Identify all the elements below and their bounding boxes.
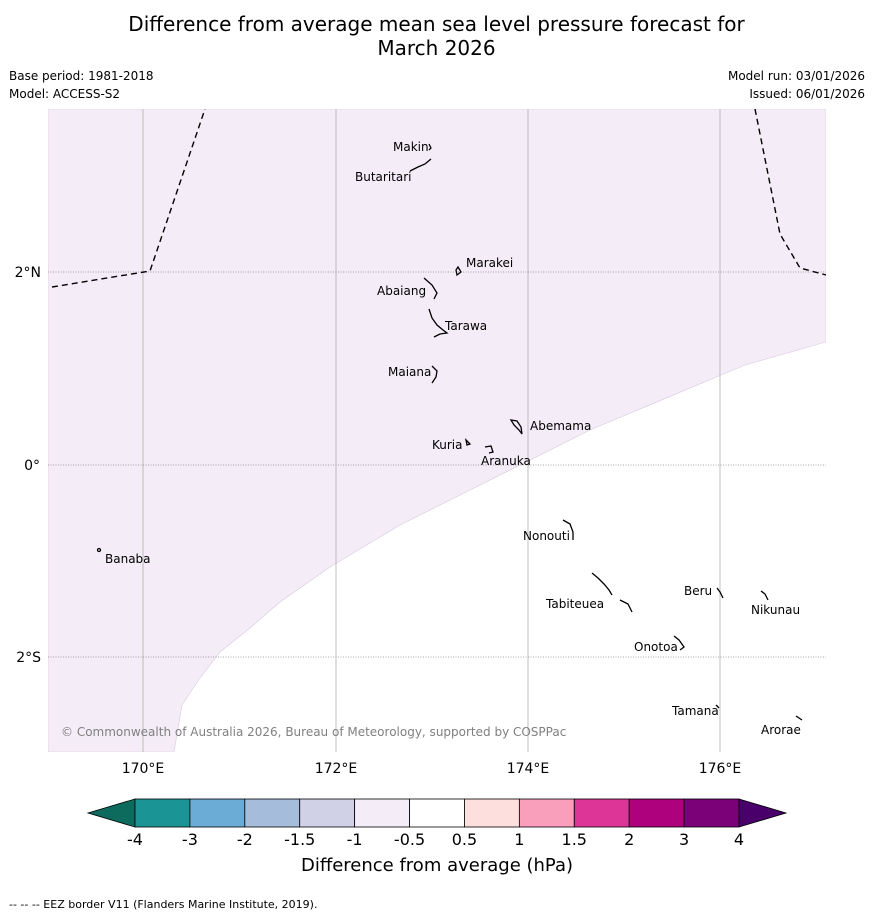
nikunau-outline xyxy=(760,590,769,601)
colorbar-tick-4: -1 xyxy=(347,830,363,849)
label-abemama: Abemama xyxy=(530,419,591,433)
label-nonouti: Nonouti xyxy=(523,529,570,543)
eez-legend-note: -- -- -- EEZ border V11 (Flanders Marine… xyxy=(9,898,318,911)
colorbar-tick-9: 2 xyxy=(624,830,634,849)
label-banaba: Banaba xyxy=(105,552,151,566)
label-marakei: Marakei xyxy=(466,256,513,270)
abaiang-outline xyxy=(423,277,438,300)
colorbar-tick-1: -3 xyxy=(182,830,198,849)
colorbar-tick-0: -4 xyxy=(127,830,143,849)
lon-tick-176: 176°E xyxy=(699,761,742,777)
label-butaritari: Butaritari xyxy=(355,170,412,184)
eez-border-east xyxy=(754,109,826,276)
lat-tick-0: 0° xyxy=(24,458,40,474)
label-abaiang: Abaiang xyxy=(377,284,426,298)
chart-title: Difference from average mean sea level p… xyxy=(0,12,873,60)
kuria-outline xyxy=(464,438,472,446)
eez-border-west xyxy=(51,109,206,288)
beru-outline xyxy=(716,587,724,599)
label-onotoa: Onotoa xyxy=(634,640,678,654)
colorbar: -4 -3 -2 -1.5 -1 -0.5 0.5 1 1.5 2 3 4 Difference fr… xyxy=(86,798,788,876)
meta-left: Base period: 1981-2018 Model: ACCESS-S2 xyxy=(9,67,154,103)
base-period: Base period: 1981-2018 xyxy=(9,69,154,83)
banaba-outline xyxy=(96,547,102,553)
colorbar-over-arrow xyxy=(738,798,788,828)
label-aranuka: Aranuka xyxy=(481,454,531,468)
model-run: Model run: 03/01/2026 xyxy=(727,69,865,83)
lon-tick-170: 170°E xyxy=(122,761,165,777)
title-line-1: Difference from average mean sea level p… xyxy=(128,12,745,36)
label-tabiteuea: Tabiteuea xyxy=(545,597,604,611)
colorbar-segment-2 xyxy=(244,798,301,828)
makin-outline xyxy=(428,143,432,151)
lon-tick-174: 174°E xyxy=(507,761,550,777)
colorbar-segment-7 xyxy=(518,798,575,828)
colorbar-segment-1 xyxy=(189,798,246,828)
label-kuria: Kuria xyxy=(432,438,463,452)
label-maiana: Maiana xyxy=(388,365,431,379)
colorbar-under-arrow xyxy=(86,798,136,828)
lon-tick-172: 172°E xyxy=(315,761,358,777)
colorbar-tick-5: -0.5 xyxy=(394,830,425,849)
colorbar-tick-11: 4 xyxy=(734,830,744,849)
tamana-outline xyxy=(715,704,720,709)
colorbar-tick-6: 0.5 xyxy=(452,830,477,849)
colorbar-segment-10 xyxy=(683,798,740,828)
issued-date: Issued: 06/01/2026 xyxy=(749,87,865,101)
butaritari-outline xyxy=(409,158,432,172)
colorbar-segment-3 xyxy=(299,798,356,828)
colorbar-segment-8 xyxy=(573,798,630,828)
colorbar-tick-3: -1.5 xyxy=(284,830,315,849)
model-name: Model: ACCESS-S2 xyxy=(9,87,121,101)
anomaly-shading-region xyxy=(48,109,826,752)
label-tarawa: Tarawa xyxy=(444,319,487,333)
label-arorae: Arorae xyxy=(761,723,801,737)
gridlines xyxy=(142,109,721,752)
label-tamana: Tamana xyxy=(671,704,719,718)
label-nikunau: Nikunau xyxy=(751,603,800,617)
marakei-outline xyxy=(455,265,462,277)
tabiteuea-north-outline xyxy=(591,572,613,596)
colorbar-segment-4 xyxy=(354,798,410,828)
copyright-notice: © Commonwealth of Australia 2026, Bureau… xyxy=(61,725,566,739)
colorbar-label: Difference from average (hPa) xyxy=(301,855,573,876)
aranuka-outline xyxy=(484,445,494,454)
colorbar-segment-6 xyxy=(464,798,520,828)
colorbar-segment-9 xyxy=(628,798,685,828)
label-makin: Makin xyxy=(393,140,429,154)
eez-border xyxy=(51,109,826,288)
island-outlines xyxy=(96,143,803,721)
maiana-outline xyxy=(431,365,438,384)
colorbar-tick-10: 3 xyxy=(679,830,689,849)
colorbar-segment-5 xyxy=(409,798,465,828)
tabiteuea-south-outline xyxy=(619,599,633,613)
abemama-outline xyxy=(509,419,523,435)
lat-tick-2n: 2°N xyxy=(15,265,41,281)
tarawa-outline xyxy=(428,308,449,338)
onotoa-outline xyxy=(673,635,685,651)
nonouti-outline xyxy=(562,519,574,540)
lat-tick-2s: 2°S xyxy=(16,650,41,666)
meta-right: Model run: 03/01/2026 Issued: 06/01/2026 xyxy=(728,67,865,103)
arorae-outline xyxy=(795,715,803,721)
label-beru: Beru xyxy=(684,584,712,598)
colorbar-tick-2: -2 xyxy=(237,830,253,849)
colorbar-tick-8: 1.5 xyxy=(562,830,587,849)
colorbar-tick-7: 1 xyxy=(514,830,524,849)
title-line-2: March 2026 xyxy=(377,36,496,60)
colorbar-segment-0 xyxy=(134,798,191,828)
